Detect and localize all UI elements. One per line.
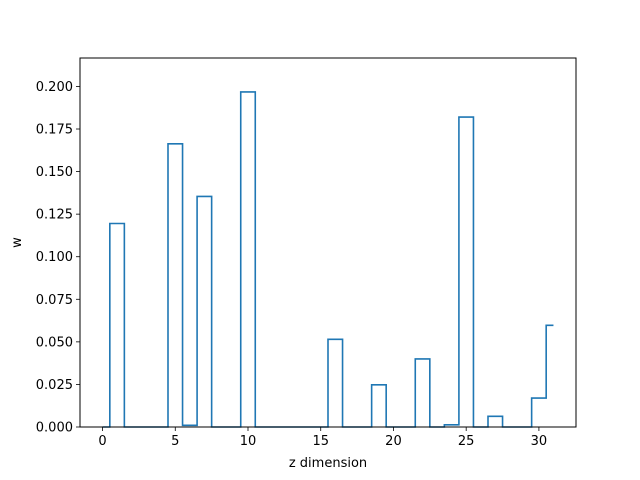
x-tick-label: 5 [171, 434, 179, 449]
y-tick-label: 0.075 [36, 293, 73, 308]
x-tick-label: 0 [98, 434, 106, 449]
axes-frame [79, 57, 577, 428]
x-tick-label: 10 [240, 434, 257, 449]
y-tick-label: 0.200 [36, 80, 73, 95]
y-tick-label: 0.125 [36, 208, 73, 223]
plot-area [102, 91, 554, 428]
x-tick-label: 25 [458, 434, 475, 449]
y-tick-label: 0.175 [36, 123, 73, 138]
y-tick-label: 0.100 [36, 250, 73, 265]
y-tick-label: 0.000 [36, 421, 73, 436]
y-tick-label: 0.150 [36, 165, 73, 180]
x-tick-label: 30 [531, 434, 548, 449]
y-tick-label: 0.050 [36, 335, 73, 350]
ticks: 0 5 10 15 20 25 30 0.000 0.025 0.050 0.075 0.100 0.1… [36, 80, 547, 449]
y-tick-label: 0.025 [36, 378, 73, 393]
x-tick-label: 15 [312, 434, 329, 449]
series-line [102, 91, 554, 428]
x-tick-label: 20 [385, 434, 402, 449]
x-axis-label: z dimension [289, 456, 367, 471]
y-axis-label: w [10, 237, 25, 248]
